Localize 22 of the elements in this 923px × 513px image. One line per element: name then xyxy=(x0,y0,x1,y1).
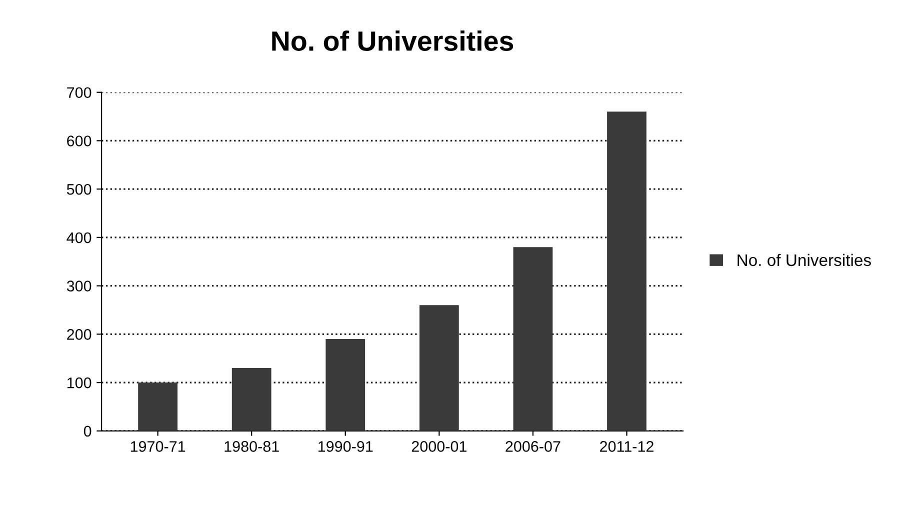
bar xyxy=(326,339,366,431)
bar xyxy=(138,382,178,431)
x-tick-label: 2006-07 xyxy=(506,441,560,452)
y-tick-label: 400 xyxy=(66,232,92,244)
y-tick-label: 300 xyxy=(66,280,92,292)
x-tick-label: 1990-91 xyxy=(318,441,373,452)
y-tick-label: 100 xyxy=(67,377,92,388)
bar xyxy=(513,247,553,431)
y-tick-label: 700 xyxy=(67,87,92,98)
x-tick-label: 1980-81 xyxy=(224,441,279,452)
chart-title: No. of Universities xyxy=(272,30,514,51)
x-tick-label: 2011-12 xyxy=(600,441,654,452)
x-tick-label: 1970-71 xyxy=(130,441,186,452)
y-tick-label: 500 xyxy=(66,184,92,195)
bar xyxy=(232,368,272,431)
legend-label: No. of Universities xyxy=(738,254,871,266)
y-tick-label: 600 xyxy=(67,136,92,146)
x-tick-label: 2000-01 xyxy=(412,441,466,452)
y-tick-label: 200 xyxy=(67,329,92,340)
y-tick-label: 0 xyxy=(84,426,92,437)
bar xyxy=(607,112,646,431)
bar xyxy=(419,305,459,431)
